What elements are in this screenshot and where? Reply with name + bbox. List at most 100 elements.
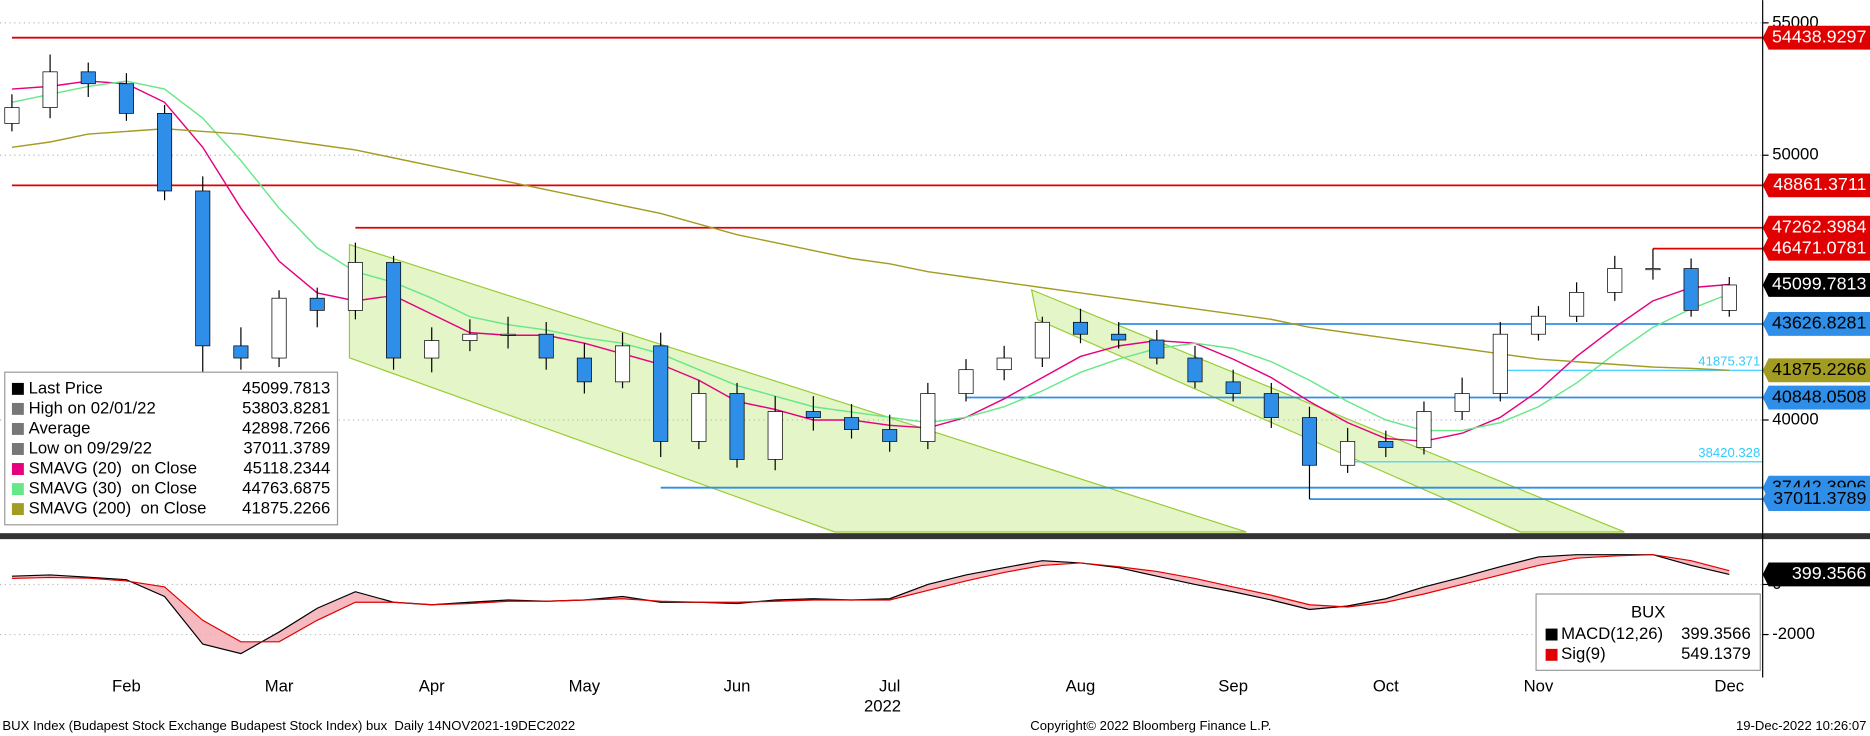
candle-body bbox=[767, 411, 783, 460]
candle-body bbox=[1454, 393, 1470, 412]
level-box bbox=[1762, 25, 1870, 50]
candle-body bbox=[653, 345, 669, 442]
candle-body bbox=[386, 262, 402, 359]
legend: Last Price 45099.7813 High on 02/01/22 5380… bbox=[11, 378, 330, 517]
candle-body bbox=[1683, 268, 1699, 311]
candle-body bbox=[882, 429, 898, 442]
candle-body bbox=[576, 357, 592, 383]
sma-line bbox=[11, 80, 1730, 432]
level-label: 48861.3711 bbox=[1773, 174, 1866, 194]
level-label: 43626.8281 bbox=[1772, 313, 1866, 333]
level-box bbox=[1762, 173, 1870, 198]
level-box bbox=[1762, 312, 1870, 336]
legend-value: 45099.7813 bbox=[242, 378, 330, 397]
legend-label: MACD(12,26) bbox=[1561, 624, 1663, 643]
candle-body bbox=[1645, 268, 1661, 271]
candle-body bbox=[462, 333, 478, 341]
panel-separator bbox=[0, 533, 1870, 540]
candle-body bbox=[805, 411, 821, 418]
legend-value: 549.1379 bbox=[1681, 644, 1751, 663]
sma-value-box bbox=[1762, 358, 1870, 383]
legend-value: 41875.2266 bbox=[242, 498, 330, 517]
candle-body bbox=[233, 345, 249, 359]
legend-swatch bbox=[11, 483, 24, 496]
candle-body bbox=[309, 297, 325, 311]
candle-body bbox=[118, 83, 134, 114]
x-tick-label: May bbox=[569, 676, 601, 695]
candle-body bbox=[538, 333, 554, 359]
candle-body bbox=[996, 357, 1012, 371]
legend-label: Last Price bbox=[29, 378, 103, 397]
macd-value-box bbox=[1762, 562, 1870, 587]
candle-body bbox=[1301, 417, 1317, 466]
level-label: 37011.3789 bbox=[1773, 488, 1866, 508]
legend-value: 53803.8281 bbox=[242, 398, 330, 417]
macd-legend: MACD(12,26) 399.3566 Sig(9) 549.1379 bbox=[1545, 624, 1751, 663]
candle-body bbox=[958, 369, 974, 394]
candle-body bbox=[615, 345, 631, 383]
legend-label: High on 02/01/22 bbox=[29, 398, 156, 417]
level-box bbox=[1762, 385, 1870, 410]
trend-channel bbox=[348, 243, 1247, 533]
candle-body bbox=[1492, 333, 1508, 394]
x-tick-label: Aug bbox=[1066, 676, 1096, 695]
candle-body bbox=[1149, 339, 1165, 359]
macd-panel: 0-2000FebMarAprMayJunJulAugSepOctNovDec3… bbox=[0, 554, 1870, 695]
level-label: 46471.0781 bbox=[1772, 237, 1866, 257]
legend-swatch bbox=[11, 382, 24, 395]
candle-body bbox=[424, 340, 440, 359]
candle-body bbox=[347, 262, 363, 311]
footer-right: 19-Dec-2022 10:26:07 bbox=[1736, 718, 1866, 733]
footer-center: Copyright© 2022 Bloomberg Finance L.P. bbox=[1030, 718, 1271, 733]
legend-swatch bbox=[11, 463, 24, 475]
x-tick-label: Jun bbox=[724, 676, 751, 695]
last-price-box bbox=[1762, 273, 1870, 297]
legend-label: SMAVG (20) on Close bbox=[29, 458, 197, 477]
candle-body bbox=[729, 393, 745, 460]
legend-swatch bbox=[11, 443, 24, 455]
legend-label: SMAVG (200) on Close bbox=[29, 498, 207, 517]
x-tick-label: Jul bbox=[879, 676, 900, 695]
price-panel: 40000500005500054438.929748861.371147262… bbox=[0, 12, 1870, 512]
candle-body bbox=[920, 393, 936, 442]
legend-box bbox=[4, 371, 339, 526]
x-tick-label: Mar bbox=[265, 676, 294, 695]
candle-body bbox=[691, 393, 707, 442]
legend-label: Sig(9) bbox=[1561, 644, 1606, 663]
x-tick-label: Sep bbox=[1218, 676, 1248, 695]
last-price-label: 45099.7813 bbox=[1772, 274, 1866, 294]
candle-body bbox=[80, 71, 96, 85]
candle-body bbox=[271, 297, 287, 359]
candle-body bbox=[1263, 393, 1279, 418]
level-label: 54438.9297 bbox=[1772, 26, 1866, 46]
candle-body bbox=[195, 190, 211, 347]
candle-body bbox=[1530, 315, 1546, 335]
legend-value: 42898.7266 bbox=[242, 418, 330, 437]
macd-line bbox=[11, 554, 1730, 643]
x-tick-label: Feb bbox=[112, 676, 141, 695]
legend-swatch bbox=[1545, 648, 1558, 661]
legend-value: 37011.3789 bbox=[243, 438, 330, 457]
footer-left: BUX Index (Budapest Stock Exchange Budap… bbox=[2, 718, 575, 733]
legend-swatch bbox=[11, 422, 24, 435]
sma-line bbox=[11, 80, 1730, 442]
level-label: 40848.0508 bbox=[1772, 386, 1866, 406]
x-tick-label: Apr bbox=[419, 676, 445, 695]
candle-body bbox=[844, 417, 860, 430]
candle-body bbox=[1111, 333, 1127, 341]
level-label: 38420.328 bbox=[1698, 445, 1760, 460]
legend-label: Average bbox=[29, 418, 91, 437]
y-tick-label: -2000 bbox=[1772, 624, 1815, 643]
candle-body bbox=[500, 333, 516, 336]
x-tick-label: Nov bbox=[1524, 676, 1554, 695]
y-tick-label: 40000 bbox=[1772, 409, 1818, 428]
candle-body bbox=[1378, 441, 1394, 448]
macd-legend-box bbox=[1535, 593, 1761, 671]
level-box bbox=[1762, 236, 1870, 261]
level-label: 41875.371 bbox=[1698, 353, 1760, 368]
level-label: 47262.3984 bbox=[1772, 216, 1866, 236]
candle-body bbox=[4, 107, 20, 124]
legend-swatch bbox=[1545, 628, 1558, 641]
